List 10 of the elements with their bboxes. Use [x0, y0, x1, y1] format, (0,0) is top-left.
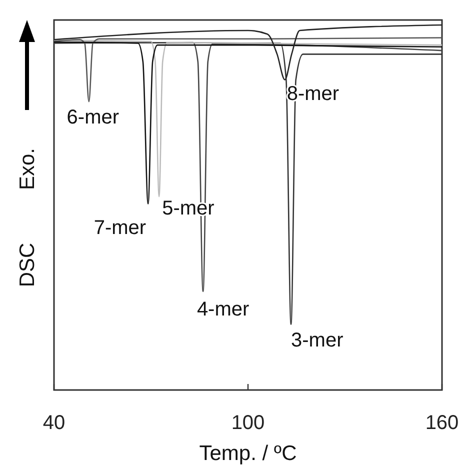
y-axis-title: DSC: [16, 242, 39, 288]
x-axis-title: Temp. / ºC: [199, 442, 297, 465]
series-label: 3-mer: [291, 329, 344, 352]
series-label: 4-mer: [196, 298, 250, 320]
x-tick-label: 40: [42, 412, 66, 434]
series-label: 7-mer: [94, 216, 146, 239]
x-tick-label: 160: [425, 412, 459, 434]
x-tick-label: 100: [231, 412, 265, 434]
text: Exo.: [16, 148, 39, 190]
series-label: 6-mer: [66, 106, 120, 129]
